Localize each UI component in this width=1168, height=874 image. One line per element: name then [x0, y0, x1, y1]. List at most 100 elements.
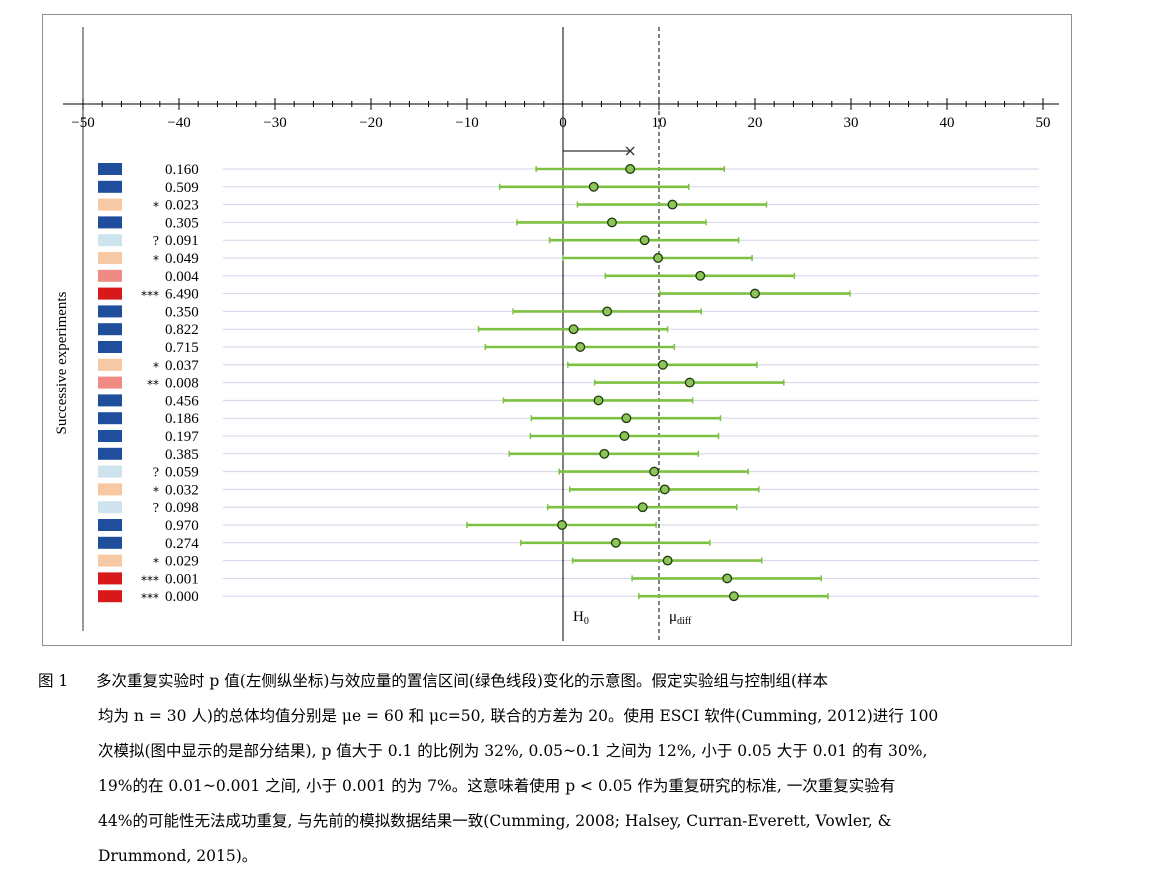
mean-point — [593, 395, 604, 406]
significance-marker: ? — [153, 466, 159, 481]
mean-point — [607, 217, 617, 228]
significance-marker: * — [153, 200, 159, 214]
p-color-swatch — [98, 590, 122, 603]
p-value-label: 0.970 — [165, 518, 199, 534]
p-color-swatch — [98, 252, 122, 264]
p-color-swatch — [98, 358, 122, 371]
p-value-label: 0.091 — [165, 233, 199, 249]
mean-point — [657, 359, 668, 370]
p-value-label: 0.049 — [165, 251, 199, 267]
p-value-label: 0.385 — [165, 447, 199, 463]
p-value-label: 0.037 — [165, 358, 199, 374]
p-color-swatch — [98, 554, 122, 567]
mean-point — [667, 199, 678, 210]
mu-diff-label: μdiff — [669, 609, 692, 627]
p-value-label: 0.350 — [165, 304, 199, 320]
mean-point — [722, 573, 733, 584]
p-color-swatch — [98, 430, 122, 442]
caption-line-1: 图 1 多次重复实验时 p 值(左侧纵坐标)与效应量的置信区间(绿色线段)变化的示… — [38, 664, 1078, 699]
mean-point — [653, 253, 663, 263]
mean-point — [639, 235, 650, 246]
significance-marker: ? — [153, 234, 159, 249]
significance-marker: *** — [141, 591, 159, 605]
p-color-swatch — [98, 376, 122, 389]
p-value-label: 6.490 — [165, 287, 199, 303]
p-color-swatch — [98, 412, 122, 425]
significance-marker: ** — [147, 378, 159, 392]
mean-point — [621, 413, 632, 424]
p-color-swatch — [98, 483, 122, 496]
p-color-swatch — [98, 465, 122, 478]
p-value-label: 0.274 — [165, 536, 199, 552]
p-value-label: 0.098 — [165, 500, 199, 516]
p-color-swatch — [98, 572, 122, 585]
significance-marker: *** — [141, 289, 159, 303]
y-axis-label: Successive experiments — [54, 291, 70, 434]
caption-line-6: Drummond, 2015)。 — [98, 847, 258, 865]
p-color-swatch — [98, 269, 122, 282]
x-tick-label: −30 — [263, 115, 286, 131]
mean-point — [659, 484, 670, 495]
p-color-swatch — [98, 536, 122, 549]
x-tick-label: 40 — [940, 115, 955, 131]
mean-point — [599, 448, 610, 459]
p-color-swatch — [98, 234, 122, 247]
p-color-swatch — [98, 287, 122, 300]
p-color-swatch — [98, 519, 122, 531]
mean-point — [637, 502, 648, 513]
p-value-label: 0.059 — [165, 465, 199, 481]
caption-line-4: 19%的在 0.01~0.001 之间, 小于 0.001 的为 7%。这意味着… — [98, 777, 896, 795]
p-value-label: 0.023 — [165, 198, 199, 214]
mean-point — [728, 591, 739, 602]
p-value-label: 0.000 — [165, 589, 199, 605]
p-value-label: 0.822 — [165, 322, 199, 338]
p-value-label: 0.197 — [165, 429, 199, 445]
mean-point — [695, 270, 706, 281]
mean-point — [557, 520, 567, 530]
significance-marker: * — [153, 484, 159, 498]
significance-marker: ? — [153, 501, 159, 516]
p-value-label: 0.305 — [165, 215, 199, 231]
significance-marker: * — [153, 360, 159, 374]
p-color-swatch — [98, 180, 122, 193]
significance-marker: * — [153, 556, 159, 570]
significance-marker: * — [153, 253, 159, 267]
p-color-swatch — [98, 341, 122, 353]
p-color-swatch — [98, 198, 122, 211]
mean-point — [602, 306, 613, 317]
x-tick-label: −40 — [167, 115, 190, 131]
mean-point — [588, 181, 599, 192]
significance-marker: *** — [141, 573, 159, 587]
p-value-label: 0.509 — [165, 180, 199, 196]
p-color-swatch — [98, 163, 122, 175]
p-value-label: 0.715 — [165, 340, 199, 356]
caption-fig-num: 图 1 — [38, 672, 69, 690]
caption-line-2: 均为 n = 30 人)的总体均值分别是 μe = 60 和 μc=50, 联合… — [98, 707, 939, 725]
mean-point — [619, 431, 630, 441]
mean-point — [684, 377, 695, 388]
x-tick-label: 10 — [652, 115, 667, 131]
mean-point — [568, 324, 579, 335]
p-color-swatch — [98, 447, 122, 460]
x-tick-label: 20 — [748, 115, 763, 131]
figure-caption: 图 1 多次重复实验时 p 值(左侧纵坐标)与效应量的置信区间(绿色线段)变化的示… — [38, 664, 1078, 874]
x-tick-label: −20 — [359, 115, 382, 131]
p-color-swatch — [98, 305, 122, 318]
x-tick-label: 30 — [844, 115, 859, 131]
p-color-swatch — [98, 323, 122, 336]
mean-point — [610, 537, 621, 548]
p-value-label: 0.456 — [165, 393, 199, 409]
p-value-label: 0.001 — [165, 571, 199, 587]
x-tick-label: −10 — [455, 115, 478, 131]
caption-line-3: 次模拟(图中显示的是部分结果), p 值大于 0.1 的比例为 32%, 0.0… — [98, 742, 928, 760]
p-value-label: 0.160 — [165, 162, 199, 178]
mean-point — [649, 466, 660, 477]
x-tick-label: −50 — [71, 115, 94, 131]
mean-point — [662, 555, 673, 566]
arrow-x-mark — [625, 146, 635, 156]
p-value-label: 0.004 — [165, 269, 199, 285]
x-tick-label: 50 — [1036, 115, 1051, 131]
h0-label: H0 — [573, 609, 589, 627]
